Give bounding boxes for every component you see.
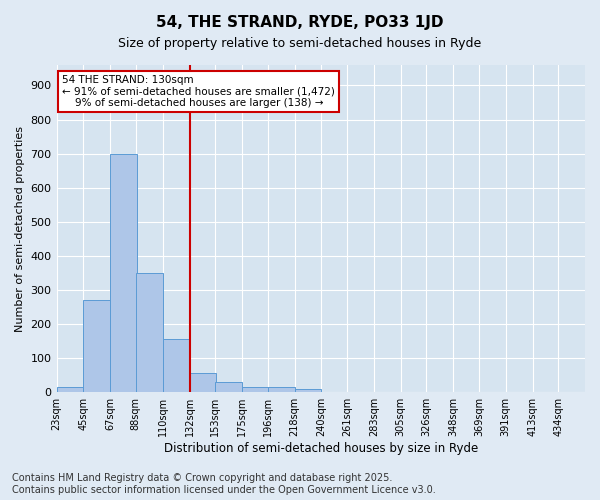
- Bar: [56, 387, 83, 392]
- Bar: [136, 273, 163, 392]
- Bar: [110, 154, 137, 392]
- Text: 54, THE STRAND, RYDE, PO33 1JD: 54, THE STRAND, RYDE, PO33 1JD: [156, 15, 444, 30]
- Bar: [295, 389, 322, 392]
- Bar: [190, 374, 217, 392]
- Bar: [83, 300, 110, 392]
- Text: 54 THE STRAND: 130sqm
← 91% of semi-detached houses are smaller (1,472)
    9% o: 54 THE STRAND: 130sqm ← 91% of semi-deta…: [62, 75, 335, 108]
- X-axis label: Distribution of semi-detached houses by size in Ryde: Distribution of semi-detached houses by …: [164, 442, 478, 455]
- Text: Contains HM Land Registry data © Crown copyright and database right 2025.
Contai: Contains HM Land Registry data © Crown c…: [12, 474, 436, 495]
- Bar: [215, 382, 242, 392]
- Bar: [268, 387, 295, 392]
- Y-axis label: Number of semi-detached properties: Number of semi-detached properties: [15, 126, 25, 332]
- Text: Size of property relative to semi-detached houses in Ryde: Size of property relative to semi-detach…: [118, 38, 482, 51]
- Bar: [242, 387, 269, 392]
- Bar: [163, 340, 190, 392]
